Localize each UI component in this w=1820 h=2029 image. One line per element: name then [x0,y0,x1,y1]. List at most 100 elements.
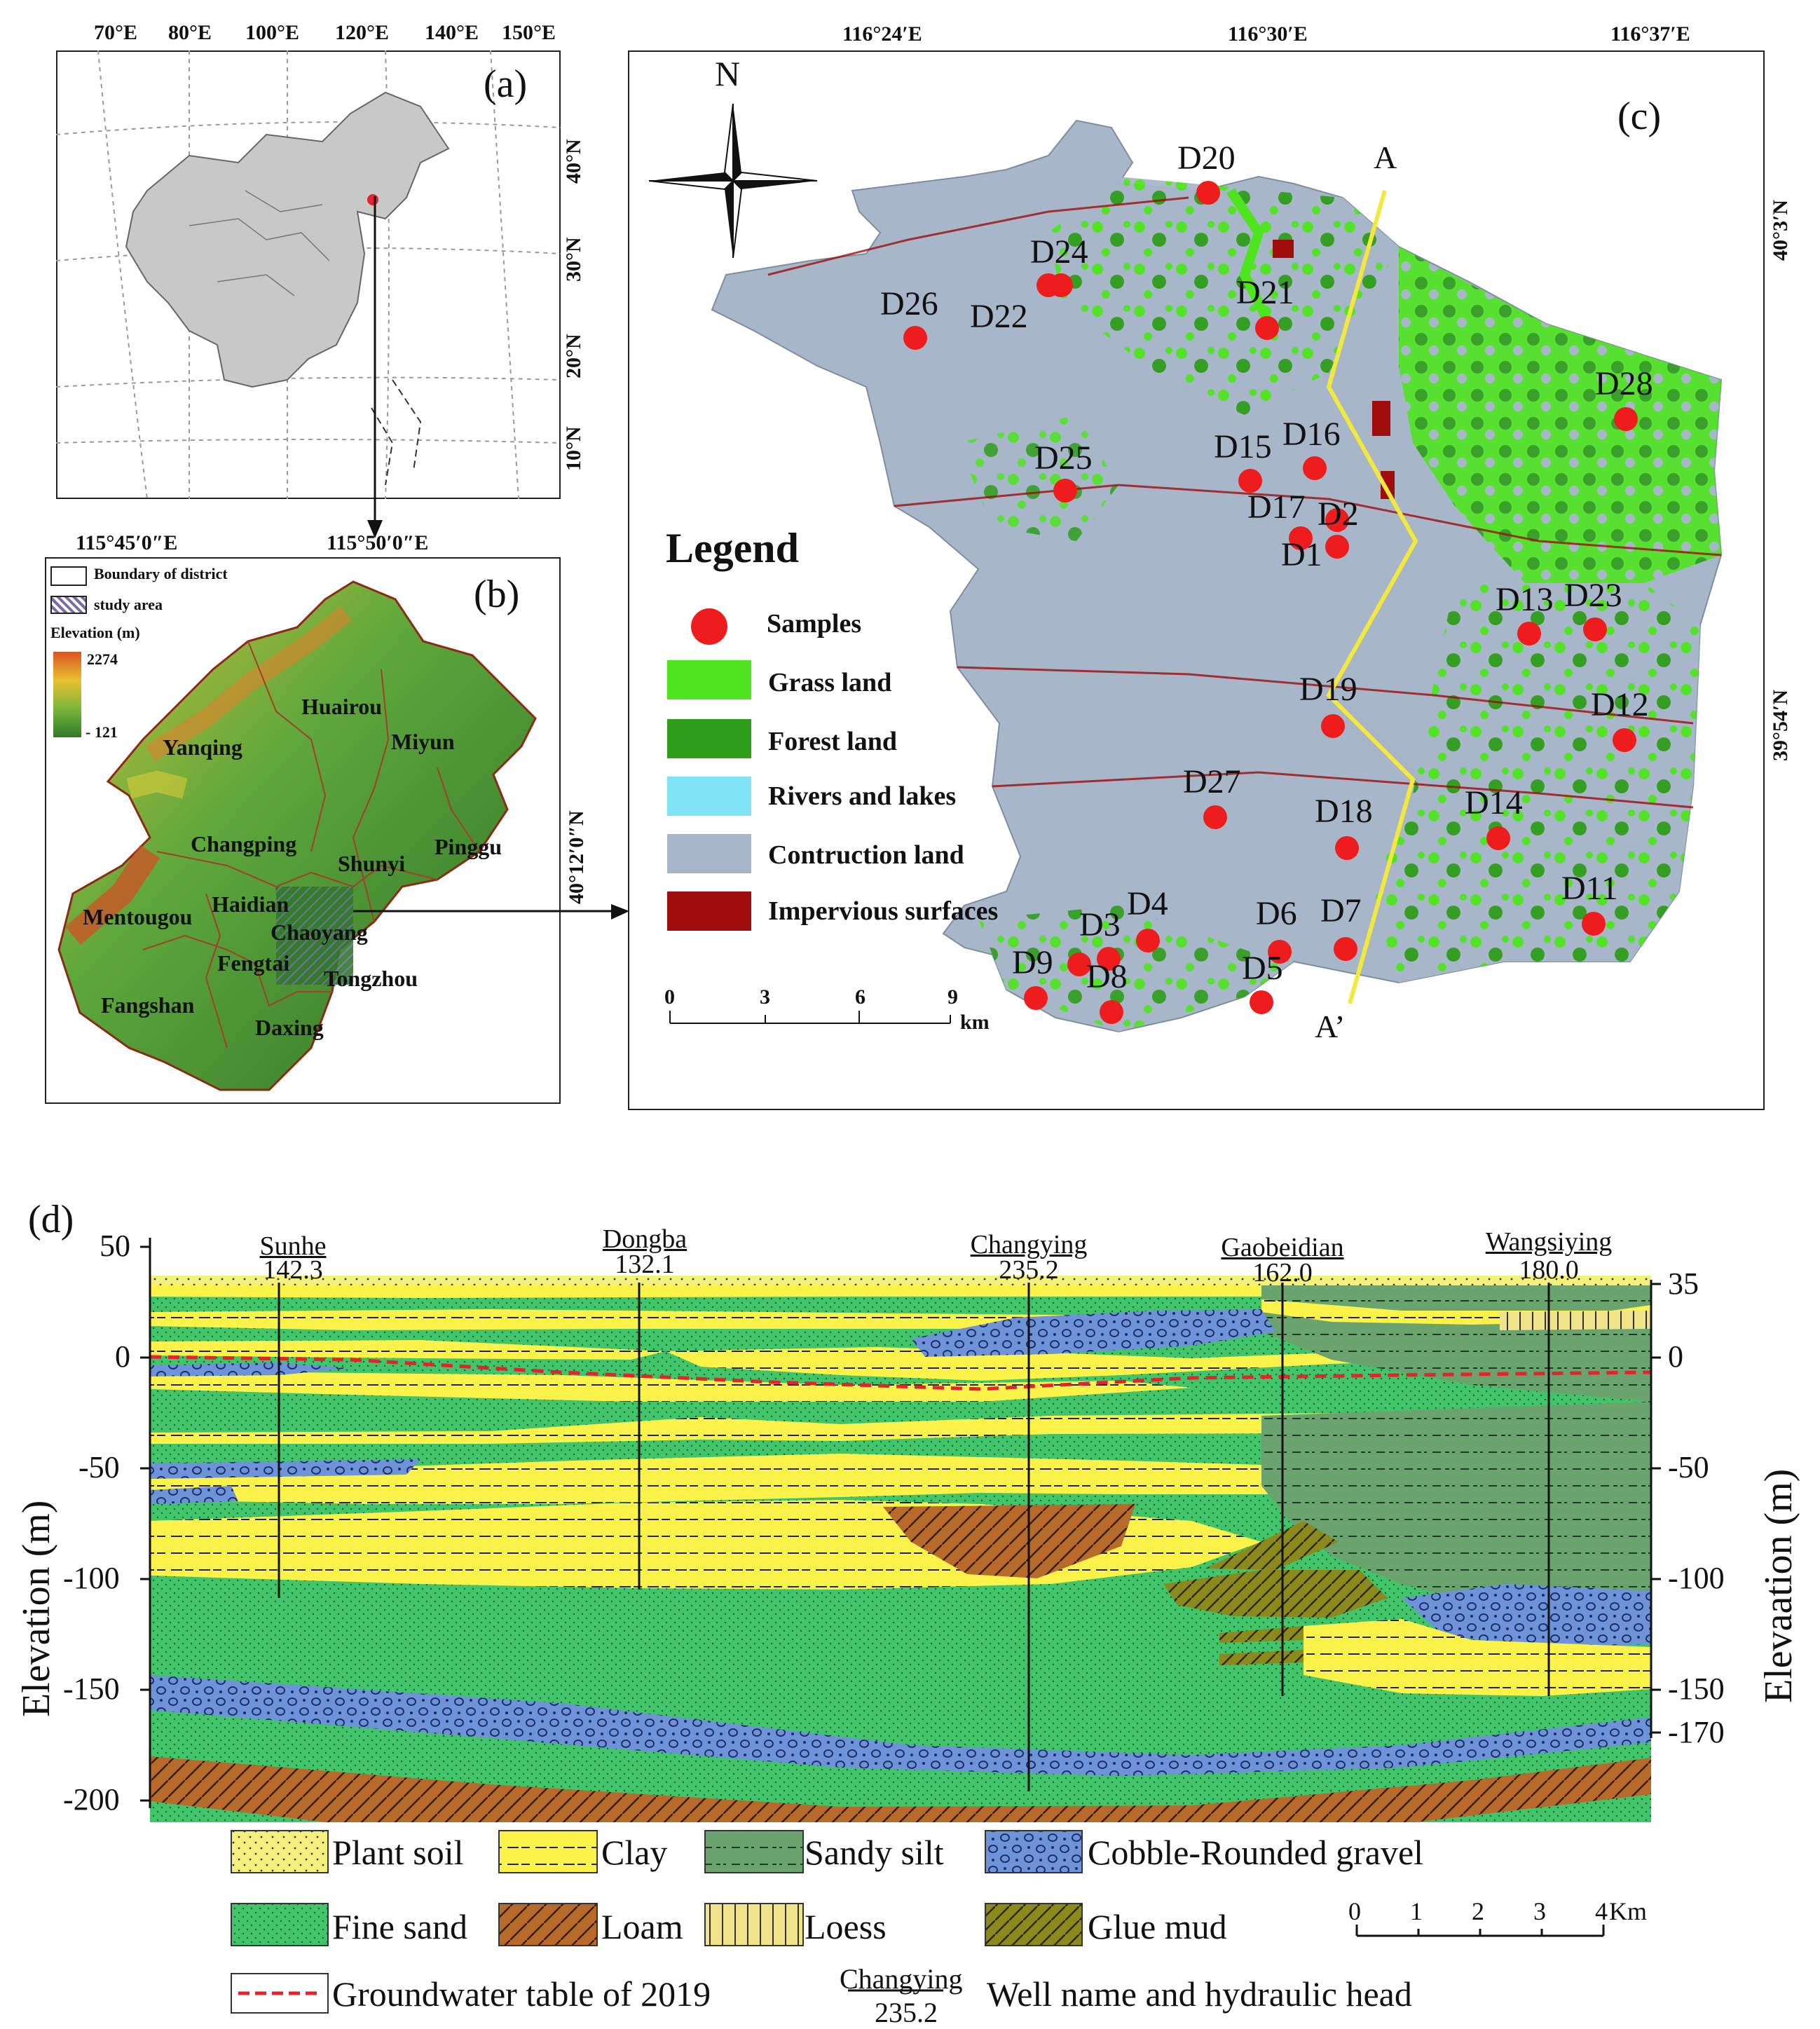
lat-label-20: 20°N [562,334,585,378]
well-head-dongba: 132.1 [615,1250,675,1279]
well-head-sunhe: 142.3 [263,1255,323,1285]
d-legend-loess: Loess [805,1907,887,1946]
d-scale-bar [1355,1925,1605,1937]
b-coord-right: 115°50′0″E [327,531,429,554]
well-name-wangsiying: Wangsiying [1485,1227,1613,1257]
sample-label-d21: D21 [1236,274,1294,311]
d-legend-cobble: Cobble-Rounded gravel [1088,1833,1424,1872]
panel-d-label: (d) [28,1198,74,1241]
c-scale-6: 6 [855,985,865,1009]
c-coord-lon-1: 116°24′E [842,22,922,46]
district-shunyi: Shunyi [338,851,406,876]
right-tick-neg150: -150 [1668,1672,1725,1706]
right-tick-neg50: -50 [1668,1450,1709,1484]
left-tick-neg200: -200 [63,1782,120,1817]
well-name-dongba: Dongba [602,1224,687,1254]
b-legend-study-swatch [50,596,87,614]
lon-label-150: 150°E [502,21,556,44]
c-legend-impervious-label: Impervious surfaces [768,896,999,926]
district-chaoyang: Chaoyang [271,920,368,945]
district-haidian: Haidian [212,891,289,917]
right-axis-title: Elevaation (m) [1757,1468,1800,1703]
d-scale-3: 3 [1533,1897,1546,1925]
b-elev-min: - 121 [85,723,118,741]
right-tick-neg100: -100 [1668,1561,1725,1595]
china-shape [125,91,450,388]
c-legend-impervious-swatch [667,891,751,931]
d-scale-unit: Km [1609,1897,1647,1925]
b-legend-elevation-title: Elevation (m) [50,624,140,641]
sample-label-d14: D14 [1465,784,1523,821]
d-legend-well-desc: Well name and hydraulic head [987,1974,1412,2014]
lat-label-30: 30°N [562,237,585,282]
geological-cross-section [140,1238,1661,1822]
sample-label-d6: D6 [1256,895,1297,932]
c-scale-9: 9 [947,985,958,1009]
section-line-a-a [1326,190,1418,1004]
sample-label-d25: D25 [1034,439,1093,477]
sample-label-d28: D28 [1595,365,1653,402]
sample-label-d15: D15 [1214,428,1272,465]
c-legend-rivers-swatch [667,777,751,816]
well-name-gaobeidian: Gaobeidian [1221,1233,1344,1262]
sample-label-d17: D17 [1247,489,1306,526]
district-changping: Changping [191,831,297,856]
sample-label-d7: D7 [1320,892,1362,929]
left-tick-neg150: -150 [63,1672,120,1706]
lat-label-10: 10°N [562,426,585,471]
d-legend-clay: Clay [601,1833,668,1872]
c-legend-grass-swatch [667,660,751,699]
sample-label-d8: D8 [1086,958,1128,995]
well-name-changying: Changying [970,1230,1088,1259]
sample-label-d12: D12 [1591,686,1649,723]
c-legend-samples-label: Samples [767,609,862,638]
d-legend-loam: Loam [601,1907,683,1946]
d-legend-glue-mud: Glue mud [1088,1907,1227,1946]
well-head-gaobeidian: 162.0 [1252,1258,1313,1287]
b-legend-boundary-swatch [50,566,87,586]
b-to-c-arrow [561,904,629,920]
c-coord-lon-3: 116°37′E [1610,22,1690,46]
lon-label-70: 70°E [94,21,138,44]
left-tick-50: 50 [100,1229,130,1263]
d-legend-well-example-head: 235.2 [875,1997,938,2028]
c-coord-lat-1: 40°3′N [1769,199,1792,261]
sample-label-d4: D4 [1127,885,1168,922]
b-elevation-colorbar [53,652,81,737]
d-legend-well-example-name: Changying [840,1963,963,1995]
sample-label-d3: D3 [1079,906,1121,943]
district-tongzhou: Tongzhou [324,966,418,991]
c-scale-bar [669,1011,951,1024]
d-scale-4: 4 [1595,1897,1608,1925]
d-legend-plant-soil: Plant soil [332,1833,464,1872]
sample-label-d1: D1 [1281,536,1322,573]
panel-a-label: (a) [484,62,528,106]
sample-label-d27: D27 [1183,763,1241,800]
a-to-b-arrow [367,196,383,538]
c-legend-grass-label: Grass land [768,668,892,697]
sample-label-d26: D26 [880,285,938,322]
sample-label-d2: D2 [1318,496,1359,533]
well-head-changying: 235.2 [999,1255,1059,1285]
panel-c-label: (c) [1617,95,1662,138]
c-scale-unit: km [960,1011,990,1034]
district-daxing: Daxing [255,1015,324,1040]
d-scale-1: 1 [1410,1897,1423,1925]
c-legend-construction-swatch [667,834,751,873]
c-legend-samples-icon [691,608,727,645]
section-end-label: A’ [1315,1009,1346,1044]
lon-label-100: 100°E [245,21,300,44]
lon-label-120: 120°E [335,21,390,44]
sample-label-d5: D5 [1242,950,1283,987]
c-legend-forest-swatch [667,719,751,758]
c-coord-lon-2: 116°30′E [1228,22,1308,46]
left-tick-neg100: -100 [63,1561,120,1595]
north-label: N [715,54,741,93]
section-start-label: A [1374,139,1397,175]
right-tick-35: 35 [1668,1266,1699,1301]
b-elev-max: 2274 [87,650,118,668]
left-tick-0: 0 [115,1339,130,1374]
district-fengtai: Fengtai [217,950,290,976]
district-yanqing: Yanqing [163,735,242,760]
sample-label-d11: D11 [1561,870,1618,907]
